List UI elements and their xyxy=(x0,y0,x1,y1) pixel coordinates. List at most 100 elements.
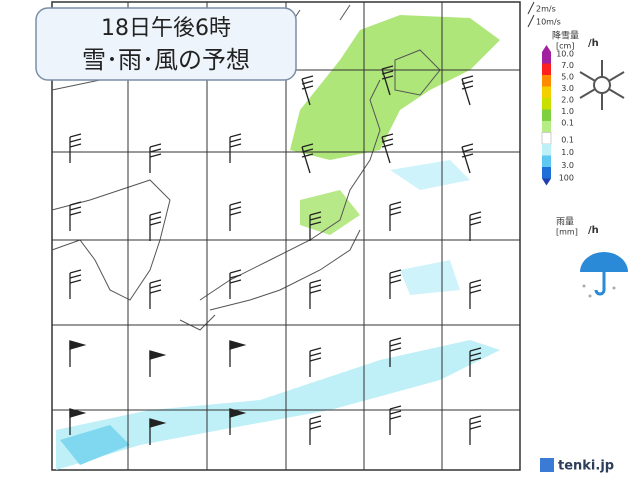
rain-legend-label: 雨量 xyxy=(556,217,574,228)
barb-feather xyxy=(229,279,242,284)
rain-level-label: 100 xyxy=(559,173,574,182)
rain-area xyxy=(390,160,470,295)
barb-feather xyxy=(469,221,482,226)
legend: 2m/s 10m/s 降雪量 [cm] /h 10.07.05.03.02.01… xyxy=(527,1,599,237)
barb-feather xyxy=(149,289,162,294)
brand: tenki.jp xyxy=(540,458,614,474)
snow-level-label: 2.0 xyxy=(561,96,574,105)
barb-feather xyxy=(229,269,242,274)
barb-feather xyxy=(149,221,162,226)
snow-level-label: 0.1 xyxy=(561,119,574,128)
barb-feather xyxy=(381,143,394,148)
title-line: 雪･雨･風の予想 xyxy=(82,46,250,74)
barb-feather xyxy=(381,138,394,143)
barb-feather xyxy=(69,279,82,284)
barb-feather xyxy=(309,279,322,284)
color-swatch xyxy=(542,155,551,167)
color-swatch xyxy=(542,75,551,87)
barb-feather xyxy=(309,347,322,352)
barb-feather xyxy=(149,153,162,158)
barb-feather xyxy=(381,75,394,80)
wind-symbol xyxy=(527,1,535,15)
barb-flag xyxy=(69,408,87,418)
brand-logo xyxy=(540,458,554,472)
title-background xyxy=(35,7,297,81)
color-bar-bottom xyxy=(542,178,551,186)
snow-level-label: 10.0 xyxy=(556,50,574,59)
barb-feather xyxy=(301,85,314,90)
barb-feather xyxy=(149,143,162,148)
wind-barbs xyxy=(69,65,482,445)
color-bar-top xyxy=(542,45,551,52)
barb-feather xyxy=(469,279,482,284)
umbrella-icon xyxy=(580,252,628,298)
barb-feather xyxy=(469,357,482,362)
wind-legend-label: 2m/s xyxy=(536,5,556,14)
barb-feather xyxy=(229,211,242,216)
wind-symbol xyxy=(527,14,535,28)
barb-feather xyxy=(389,415,402,420)
barb-feather xyxy=(389,201,402,206)
barb-feather xyxy=(389,206,402,211)
barb-feather xyxy=(309,415,322,420)
barb-feather xyxy=(69,143,82,148)
barb-feather xyxy=(389,337,402,342)
barb-feather xyxy=(301,148,314,153)
snow-legend-unit: [cm] xyxy=(556,42,574,51)
snow-legend-label: 降雪量 xyxy=(552,30,579,42)
barb-feather xyxy=(309,221,322,226)
barb-feather xyxy=(149,279,162,284)
rain-legend-unit: [mm] xyxy=(556,228,578,237)
barb-feather xyxy=(149,211,162,216)
barb-feather xyxy=(381,70,394,75)
barb-feather xyxy=(469,216,482,221)
snow-icon xyxy=(579,60,625,110)
rain-area xyxy=(60,425,130,465)
barb-feather xyxy=(461,80,474,85)
barb-feather xyxy=(69,133,82,138)
barb-feather xyxy=(69,206,82,211)
barb-feather xyxy=(461,153,474,158)
color-swatch xyxy=(541,132,552,145)
color-swatch xyxy=(542,63,551,75)
barb-feather xyxy=(309,284,322,289)
barb-feather xyxy=(469,347,482,352)
barb-feather xyxy=(389,410,402,415)
barb-feather xyxy=(69,211,82,216)
barb-feather xyxy=(69,138,82,143)
color-swatch xyxy=(542,144,551,156)
barb-feather xyxy=(389,274,402,279)
barb-feather xyxy=(469,211,482,216)
color-swatch xyxy=(542,167,551,179)
rain-level-label: 1.0 xyxy=(561,148,574,157)
wind-legend-label: 10m/s xyxy=(536,18,561,27)
barb-feather xyxy=(309,352,322,357)
color-swatch xyxy=(542,52,551,64)
barb-feather xyxy=(229,206,242,211)
barb-feather xyxy=(461,75,474,80)
barb-feather xyxy=(229,143,242,148)
color-swatch xyxy=(542,86,551,98)
rain-area xyxy=(56,340,500,470)
barb-feather xyxy=(301,80,314,85)
barb-feather xyxy=(309,357,322,362)
barb-feather xyxy=(469,420,482,425)
barb-feather xyxy=(389,405,402,410)
barb-feather xyxy=(301,153,314,158)
snow-level-label: 5.0 xyxy=(561,73,574,82)
barb-feather xyxy=(229,133,242,138)
barb-feather xyxy=(69,201,82,206)
barb-flag xyxy=(69,340,87,350)
barb-flag xyxy=(149,418,167,428)
barb-flag xyxy=(229,340,247,350)
barb-feather xyxy=(229,138,242,143)
barb-feather xyxy=(469,289,482,294)
barb-feather xyxy=(309,425,322,430)
barb-feather xyxy=(461,85,474,90)
color-swatch xyxy=(542,98,551,110)
barb-feather xyxy=(149,216,162,221)
title-line: 18日午後6時 xyxy=(101,16,231,41)
barb-feather xyxy=(461,148,474,153)
barb-feather xyxy=(389,211,402,216)
